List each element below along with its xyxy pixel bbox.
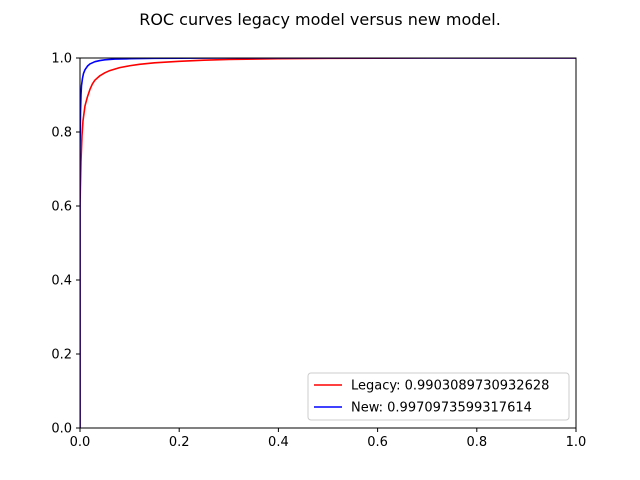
legend-box [307, 372, 570, 421]
legend-label-new: New: 0.9970973599317614 [351, 401, 532, 416]
y-tick-label: 0.2 [51, 348, 72, 363]
axes: 0.0 0.2 0.4 0.6 0.8 1.0 0.0 0.2 0.4 0.6 0.8 1.0 [51, 52, 586, 451]
x-tick-label: 0.8 [466, 435, 487, 450]
x-tick-label: 0.6 [367, 435, 388, 450]
legend: Legacy: 0.9903089730932628 New: 0.9970973… [307, 372, 570, 421]
y-tick-label: 0.6 [51, 200, 72, 215]
legend-label-legacy: Legacy: 0.9903089730932628 [351, 379, 549, 394]
x-tick-label: 0.4 [268, 435, 289, 450]
y-tick-label: 0.0 [51, 422, 72, 437]
y-tick-label: 1.0 [51, 52, 72, 67]
y-tick-label: 0.4 [51, 274, 72, 289]
series-line-new [80, 58, 576, 428]
x-tick-label: 0.2 [169, 435, 190, 450]
y-tick-label: 0.8 [51, 126, 72, 141]
axes-frame [79, 57, 577, 429]
x-tick-label: 0.0 [70, 435, 91, 450]
x-tick-label: 1.0 [566, 435, 587, 450]
chart-title: ROC curves legacy model versus new model… [139, 10, 501, 29]
